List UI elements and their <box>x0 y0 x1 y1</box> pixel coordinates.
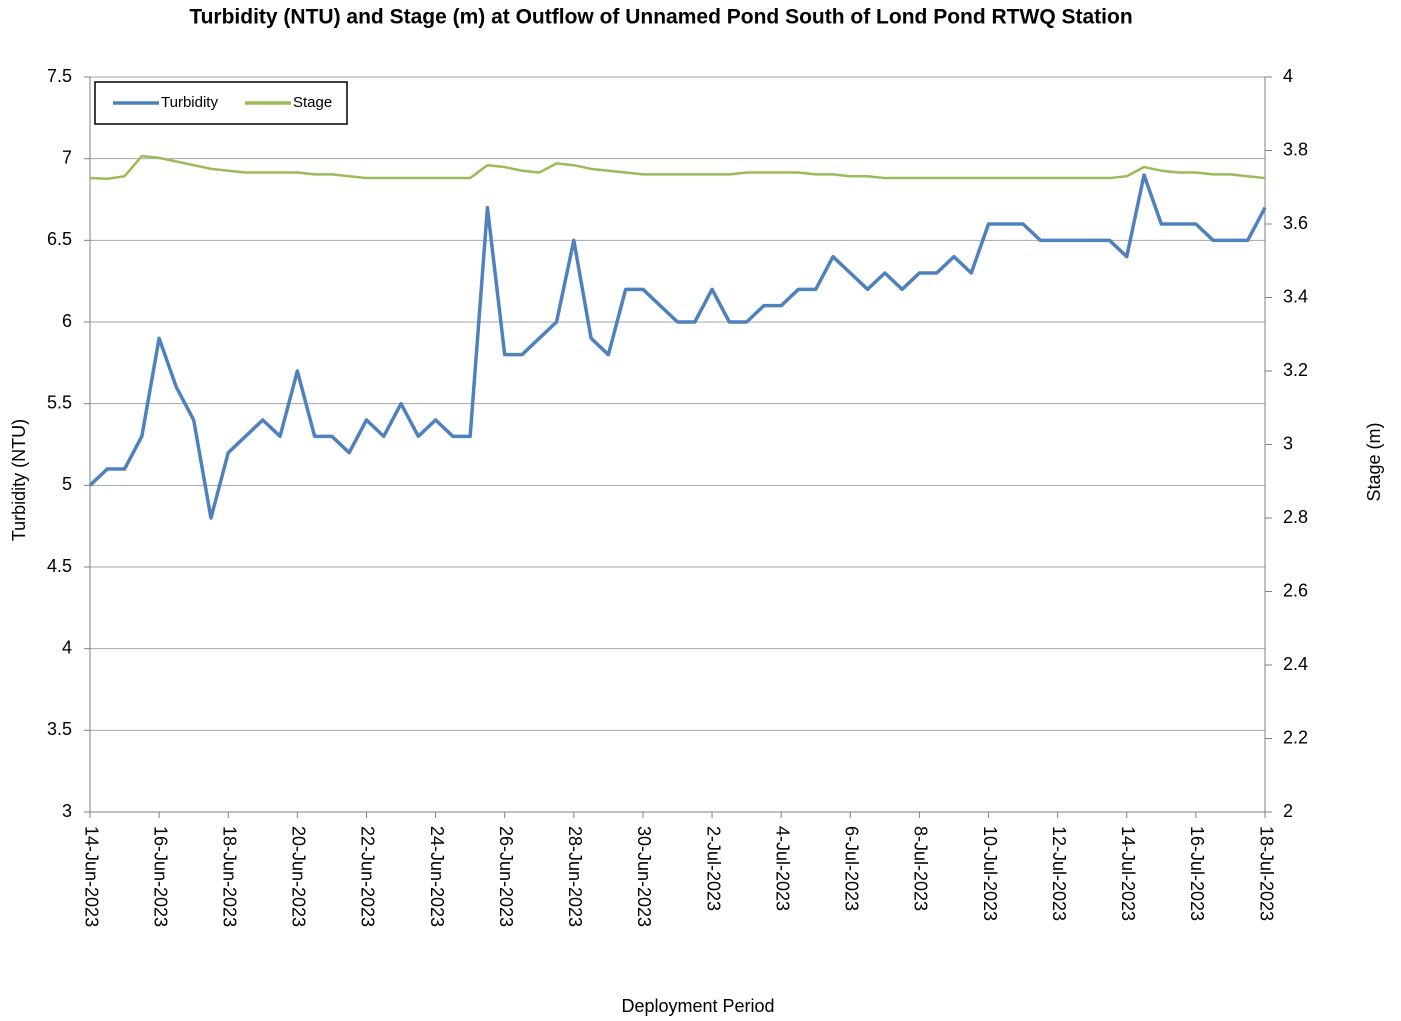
y2-axis-label: Stage (m) <box>1364 422 1384 501</box>
series-line <box>88 173 1267 520</box>
x-tick-label: 24-Jun-2023 <box>427 826 447 927</box>
y2-tick-label: 3.2 <box>1283 360 1308 380</box>
x-tick-label: 6-Jul-2023 <box>842 826 862 911</box>
x-tick-label: 10-Jul-2023 <box>980 826 1000 921</box>
y2-tick-label: 3.6 <box>1283 213 1308 233</box>
x-tick-label: 28-Jun-2023 <box>565 826 585 927</box>
y2-tick-label: 2.8 <box>1283 507 1308 527</box>
x-tick-label: 8-Jul-2023 <box>911 826 931 911</box>
x-tick-label: 22-Jun-2023 <box>358 826 378 927</box>
y-tick-label: 5.5 <box>47 392 72 412</box>
x-tick-label: 16-Jul-2023 <box>1187 826 1207 921</box>
y-tick-label: 5 <box>62 474 72 494</box>
y-tick-label: 3 <box>62 801 72 821</box>
x-tick-label: 2-Jul-2023 <box>703 826 723 911</box>
x-tick-label: 14-Jul-2023 <box>1118 826 1138 921</box>
y2-tick-label: 3.8 <box>1283 139 1308 159</box>
chart-title: Turbidity (NTU) and Stage (m) at Outflow… <box>189 6 1132 29</box>
y-tick-label: 7.5 <box>47 66 72 86</box>
x-tick-label: 26-Jun-2023 <box>496 826 516 927</box>
x-tick-label: 12-Jul-2023 <box>1049 826 1069 921</box>
y-axis-label: Turbidity (NTU) <box>9 419 29 541</box>
y-tick-label: 6.5 <box>47 229 72 249</box>
x-tick-label: 20-Jun-2023 <box>289 826 309 927</box>
x-tick-label: 14-Jun-2023 <box>81 826 101 927</box>
y-tick-label: 7 <box>62 147 72 167</box>
y-tick-label: 3.5 <box>47 719 72 739</box>
y2-tick-label: 3.4 <box>1283 286 1308 306</box>
y2-tick-label: 2 <box>1283 801 1293 821</box>
x-axis-label: Deployment Period <box>621 996 774 1016</box>
x-tick-label: 30-Jun-2023 <box>634 826 654 927</box>
x-tick-label: 4-Jul-2023 <box>772 826 792 911</box>
legend-label: Stage <box>293 94 332 111</box>
legend-label: Turbidity <box>161 94 218 111</box>
y-tick-label: 4 <box>62 637 72 657</box>
y-tick-label: 6 <box>62 311 72 331</box>
y2-tick-label: 2.4 <box>1283 654 1308 674</box>
y2-tick-label: 2.6 <box>1283 580 1308 600</box>
x-tick-label: 16-Jun-2023 <box>150 826 170 927</box>
series-line <box>89 154 1266 181</box>
x-tick-label: 18-Jul-2023 <box>1256 826 1276 921</box>
y2-tick-label: 4 <box>1283 66 1293 86</box>
y2-tick-label: 3 <box>1283 433 1293 453</box>
x-tick-label: 18-Jun-2023 <box>219 826 239 927</box>
y2-tick-label: 2.2 <box>1283 727 1308 747</box>
y-tick-label: 4.5 <box>47 556 72 576</box>
